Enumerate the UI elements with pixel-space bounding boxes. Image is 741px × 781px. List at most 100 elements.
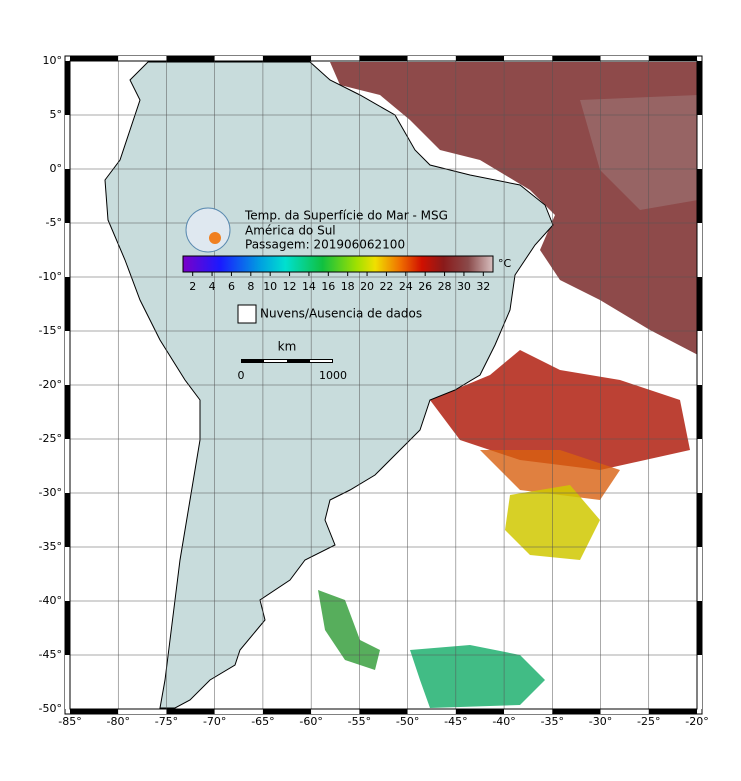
frame-segment [697,547,702,601]
frame-segment [166,56,215,61]
frame-segment [65,385,70,439]
frame-segment [697,115,702,169]
frame-segment [455,56,505,61]
colorbar-tick-label: 14 [302,280,316,293]
frame-segment [359,709,408,714]
frame-segment [70,56,119,61]
frame-segment [214,709,263,714]
frame-segment [407,56,456,61]
frame-segment [504,709,553,714]
sst-green-west [318,590,380,670]
colorbar-tick-label: 30 [457,280,471,293]
scale-unit: km [278,340,297,354]
frame-segment [65,439,70,493]
sst-orange [480,450,620,500]
y-tick-label: -50° [39,702,62,715]
x-tick-label: -35° [541,715,564,728]
frame-segment [65,277,70,331]
frame-segment [65,547,70,601]
frame-segment [697,439,702,493]
title-line: América do Sul [245,224,336,238]
x-tick-label: -60° [299,715,322,728]
x-tick-label: -30° [589,715,612,728]
frame-segment [65,61,70,115]
frame-segment [552,709,601,714]
frame-segment [311,709,360,714]
frame-segment [455,709,505,714]
x-tick-label: -40° [492,715,515,728]
y-tick-label: -10° [39,270,62,283]
colorbar-tick-label: 2 [189,280,196,293]
colorbar-tick-label: 32 [476,280,490,293]
x-tick-label: -55° [348,715,371,728]
frame-segment [118,56,167,61]
frame-segment [65,169,70,223]
y-tick-label: 5° [50,108,63,121]
frame-segment [697,223,702,277]
sst-green-south [410,645,545,708]
frame-segment [65,493,70,547]
frame-segment [697,655,702,709]
frame-segment [600,709,649,714]
y-tick-label: 0° [50,162,63,175]
plot-border [69,60,698,710]
frame-segment [311,56,360,61]
frame-segment [70,709,119,714]
frame-segment [65,223,70,277]
logo-dot [209,232,221,244]
frame-segment [697,277,702,331]
frame-segment [166,709,215,714]
logo [185,207,231,253]
frame-segment [65,331,70,385]
sst-north-light [580,95,698,210]
frame-segment [359,56,408,61]
frame-segment [407,709,456,714]
x-tick-label: -65° [251,715,274,728]
colorbar-tick-label: 12 [283,280,297,293]
title-line: Passagem: 201906062100 [245,238,405,252]
scale-label: 0 [238,369,245,382]
x-tick-label: -70° [203,715,226,728]
legend-swatch [237,304,257,324]
frame-segment [118,709,167,714]
frame-segment [262,709,312,714]
frame-segment [697,61,702,115]
title-line: Temp. da Superfície do Mar - MSG [244,209,448,223]
colorbar-tick-label: 16 [321,280,335,293]
y-tick-label: -45° [39,648,62,661]
colorbar-tick-label: 20 [360,280,374,293]
x-tick-label: -25° [637,715,660,728]
y-tick-label: -30° [39,486,62,499]
frame-segment [65,115,70,169]
colorbar-tick-label: 24 [399,280,413,293]
colorbar-tick-label: 10 [263,280,277,293]
frame-segment [697,331,702,385]
frame-segment [648,709,697,714]
y-tick-label: -5° [46,216,62,229]
frame-segment [600,56,649,61]
title-box: Temp. da Superfície do Mar - MSG América… [182,207,512,382]
scale-bar-seg [264,360,287,362]
frame-segment [504,56,553,61]
y-tick-label: 10° [43,54,63,67]
legend-label: Nuvens/Ausencia de dados [260,307,422,321]
scale-bar-seg [310,360,332,362]
frame-segment [697,385,702,439]
frame-segment [648,56,697,61]
frame-segment [65,601,70,655]
frame-segment [552,56,601,61]
colorbar-tick-label: 26 [418,280,432,293]
colorbar-tick-label: 6 [228,280,235,293]
x-tick-label: -50° [396,715,419,728]
y-tick-label: -20° [39,378,62,391]
x-tick-label: -20° [685,715,708,728]
colorbar-tick-label: 8 [247,280,254,293]
x-tick-label: -85° [58,715,81,728]
frame-segment [65,655,70,709]
x-tick-label: -75° [155,715,178,728]
frame-segment [697,493,702,547]
colorbar-tick-label: 28 [438,280,452,293]
colorbar-tick-label: 22 [379,280,393,293]
y-tick-label: -40° [39,594,62,607]
